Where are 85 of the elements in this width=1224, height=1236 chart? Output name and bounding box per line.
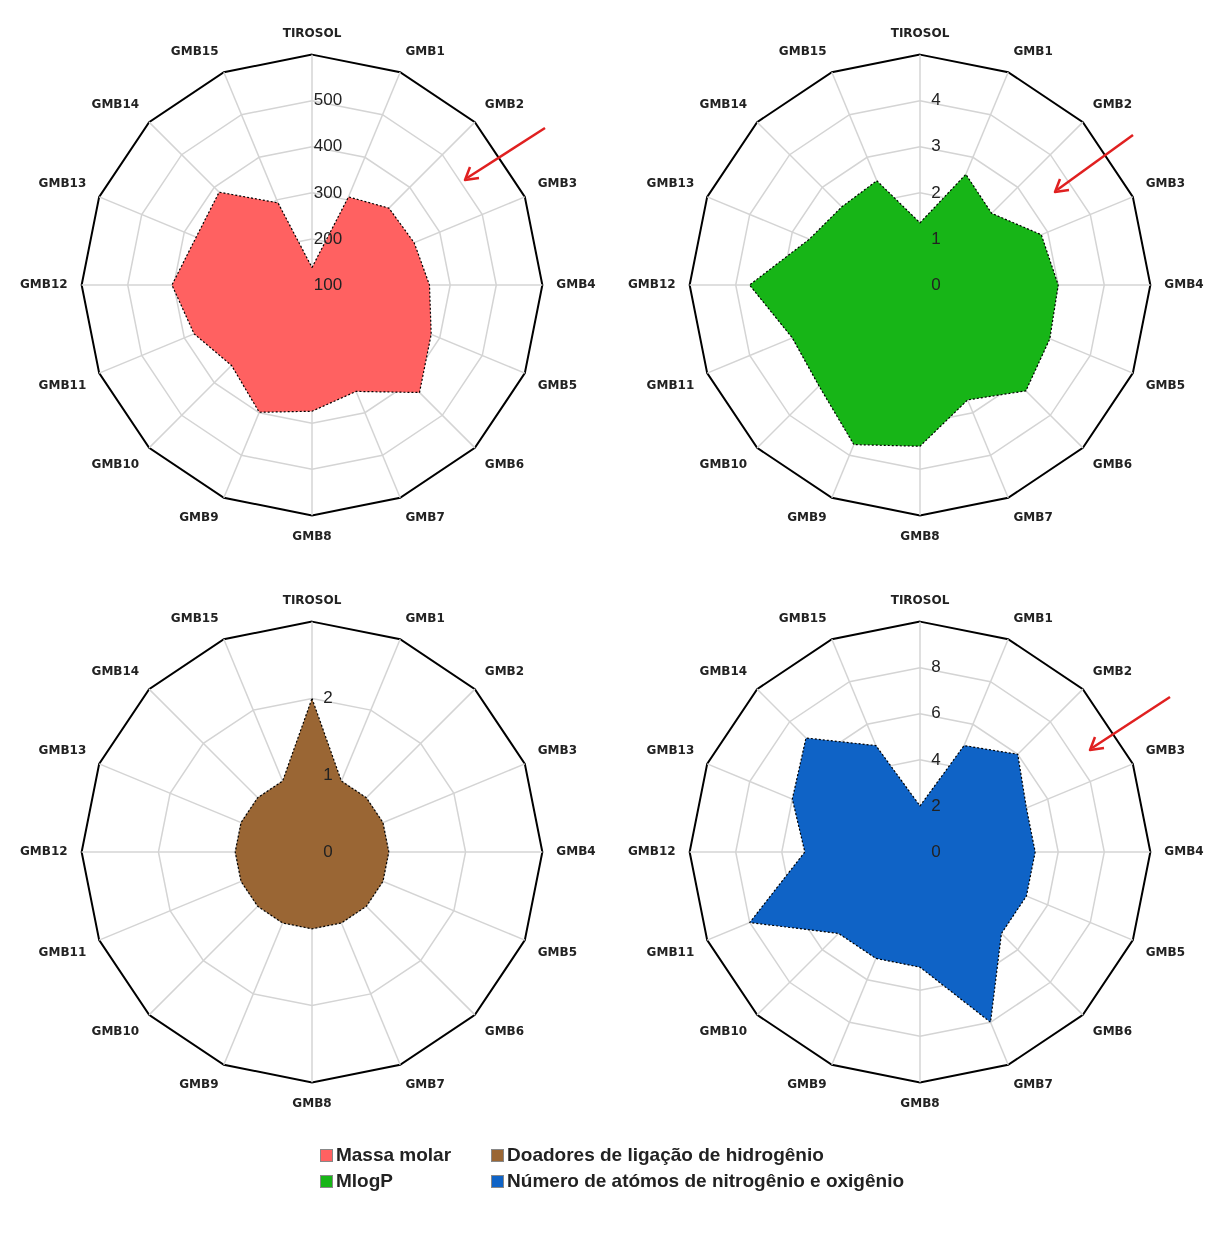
spoke-label: GMB4: [1164, 277, 1204, 292]
spoke-label: GMB14: [91, 664, 140, 679]
spoke-label: GMB13: [646, 743, 695, 758]
y-tick-label: 1: [931, 228, 941, 248]
legend-label: MlogP: [335, 1170, 393, 1192]
spoke-label: GMB7: [405, 510, 445, 525]
spoke-label: GMB3: [537, 743, 578, 758]
spoke-label: GMB9: [179, 1077, 219, 1092]
spoke-label: GMB3: [1145, 176, 1186, 191]
spoke-label: GMB14: [699, 664, 748, 679]
spoke-label: GMB10: [91, 457, 140, 472]
spoke-label: GMB7: [1013, 510, 1053, 525]
y-tick-label: 8: [931, 657, 941, 677]
spoke-label: GMB12: [628, 844, 676, 859]
spoke-label: GMB8: [292, 1095, 332, 1110]
spoke-label: GMB3: [1145, 743, 1186, 758]
spoke-label: GMB9: [787, 510, 827, 525]
spoke-label: GMB4: [556, 277, 596, 292]
legend-label: Doadores de ligação de hidrogênio: [507, 1144, 824, 1166]
spoke-label: GMB11: [38, 944, 87, 959]
spoke-label: GMB4: [1164, 844, 1204, 859]
spoke-label: GMB7: [1013, 1077, 1053, 1092]
y-tick-label: 500: [313, 90, 343, 110]
y-tick-label: 2: [931, 182, 941, 202]
y-tick-label: 100: [313, 274, 343, 294]
spoke-label: TIROSOL: [890, 25, 950, 40]
spoke-label: TIROSOL: [282, 592, 342, 607]
spoke-label: GMB12: [20, 277, 68, 292]
spoke-label: GMB7: [405, 1077, 445, 1092]
y-tick-label: 4: [931, 749, 941, 769]
y-tick-label: 400: [313, 136, 343, 156]
y-tick-label: 3: [931, 136, 941, 156]
spoke-label: GMB13: [646, 176, 695, 191]
spoke-label: GMB11: [646, 944, 695, 959]
spoke-label: GMB6: [484, 457, 525, 472]
y-tick-label: 2: [931, 795, 941, 815]
y-tick-label: 1: [323, 764, 333, 784]
y-tick-label: 0: [323, 841, 333, 861]
y-tick-label: 300: [313, 182, 343, 202]
y-tick-label: 0: [931, 841, 941, 861]
spoke-label: GMB10: [699, 457, 748, 472]
spoke-label: TIROSOL: [282, 25, 342, 40]
spoke-label: GMB14: [91, 97, 140, 112]
spoke-label: GMB5: [1145, 944, 1186, 959]
spoke-label: TIROSOL: [890, 592, 950, 607]
spoke-label: GMB1: [1013, 611, 1053, 626]
spoke-label: GMB2: [1092, 97, 1133, 112]
spoke-label: GMB6: [484, 1024, 525, 1039]
spoke-label: GMB1: [1013, 44, 1053, 59]
spoke-label: GMB8: [292, 528, 332, 543]
spoke-label: GMB13: [38, 176, 87, 191]
spoke-label: GMB14: [699, 97, 748, 112]
spoke-label: GMB5: [1145, 377, 1186, 392]
spoke-label: GMB5: [537, 377, 578, 392]
spoke-label: GMB15: [778, 44, 827, 59]
spoke-label: GMB8: [900, 1095, 940, 1110]
spoke-label: GMB3: [537, 176, 578, 191]
spoke-label: GMB4: [556, 844, 596, 859]
spoke-label: GMB1: [405, 611, 445, 626]
spoke-label: GMB9: [179, 510, 219, 525]
spoke-label: GMB5: [537, 944, 578, 959]
y-tick-label: 2: [323, 688, 333, 708]
legend-label: Número de atómos de nitrogênio e oxigênio: [507, 1170, 905, 1192]
spoke-label: GMB2: [484, 97, 525, 112]
spoke-label: GMB6: [1092, 457, 1133, 472]
spoke-label: GMB8: [900, 528, 940, 543]
spoke-label: GMB12: [20, 844, 68, 859]
spoke-label: GMB2: [1092, 664, 1133, 679]
spoke-label: GMB2: [484, 664, 525, 679]
spoke-label: GMB12: [628, 277, 676, 292]
spoke-label: GMB11: [646, 377, 695, 392]
y-tick-label: 6: [931, 703, 941, 723]
legend-label: Massa molar: [335, 1144, 452, 1166]
spoke-label: GMB15: [170, 611, 219, 626]
spoke-label: GMB13: [38, 743, 87, 758]
spoke-label: GMB10: [91, 1024, 140, 1039]
y-tick-label: 4: [931, 90, 941, 110]
spoke-label: GMB9: [787, 1077, 827, 1092]
spoke-label: GMB15: [170, 44, 219, 59]
y-tick-label: 0: [931, 274, 941, 294]
spoke-label: GMB11: [38, 377, 87, 392]
spoke-label: GMB15: [778, 611, 827, 626]
spoke-label: GMB10: [699, 1024, 748, 1039]
spoke-label: GMB6: [1092, 1024, 1133, 1039]
spoke-label: GMB1: [405, 44, 445, 59]
